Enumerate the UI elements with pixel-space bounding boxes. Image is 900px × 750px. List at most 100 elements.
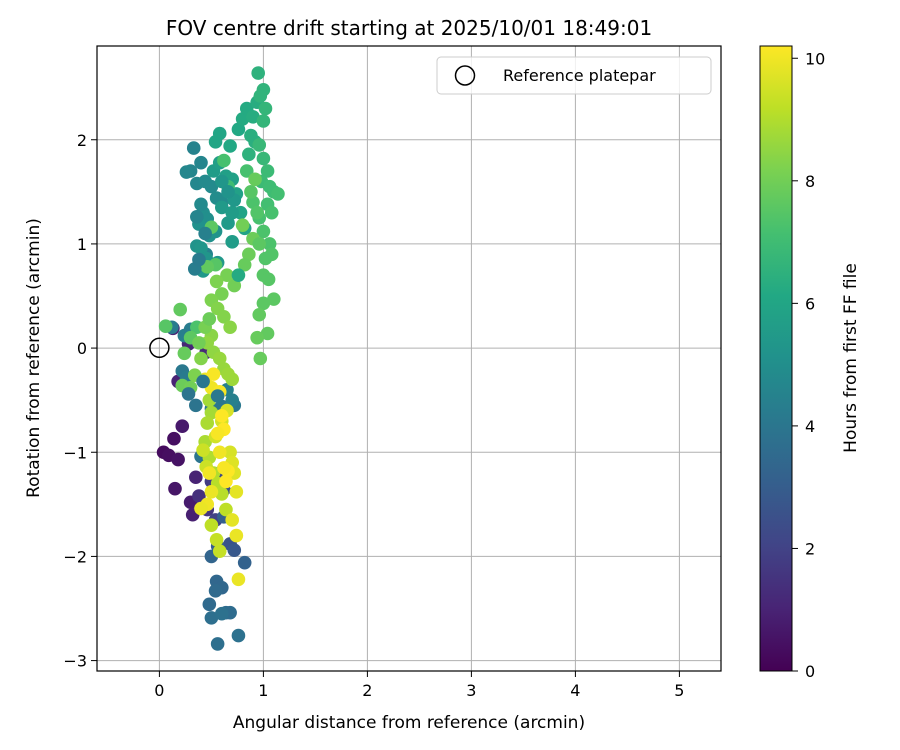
data-point [267,292,281,306]
data-point [219,502,233,517]
data-point [252,307,267,322]
data-point [223,139,237,153]
legend: Reference platepar [436,56,712,95]
data-point [217,153,231,168]
data-point [225,235,239,249]
data-point [204,485,219,499]
data-point [186,141,201,155]
data-point [258,101,273,116]
data-point [202,597,217,612]
data-point [244,185,258,199]
data-point [253,351,268,366]
data-point [215,487,229,501]
data-point [194,351,208,366]
data-point [225,205,239,220]
data-point [189,470,203,485]
data-point [227,543,242,557]
data-point [194,197,208,212]
y-tick-label: 2 [77,131,87,150]
data-point [167,431,181,446]
data-point [221,185,235,199]
data-point [246,195,260,210]
data-point [260,164,275,178]
data-point [231,268,246,282]
data-point [256,224,271,239]
data-point [256,151,271,166]
data-point [253,89,268,103]
data-point [260,326,275,341]
data-point [212,445,227,460]
data-point [171,452,185,467]
data-point [225,393,239,407]
y-tick-label: 0 [77,339,87,358]
data-point [202,312,217,326]
data-point [190,210,204,224]
data-point [235,112,250,126]
data-point [227,278,242,293]
data-point [217,461,231,475]
data-point [168,481,182,496]
x-tick-label: 5 [674,681,684,700]
y-tick-label: −3 [63,652,87,671]
data-point [242,247,256,262]
colorbar-tick-label: 0 [805,662,815,681]
data-point [237,555,252,570]
data-point [239,164,254,178]
data-point [250,205,264,220]
legend-entry-reference-platepar: Reference platepar [503,66,656,85]
colorbar: 0 2 4 6 8 10 Hours from first FF file [759,45,861,681]
data-point [194,155,208,170]
data-point [173,302,187,317]
data-point [192,336,206,350]
data-point [215,606,229,621]
data-point [206,367,221,381]
data-point [217,310,231,324]
data-point [221,216,235,230]
data-point [256,296,271,311]
data-point [196,374,210,389]
y-tick-label: 1 [77,235,87,254]
plot-frame [96,45,722,672]
x-axis-label: Angular distance from reference (arcmin) [233,713,585,733]
reference-platepar-marker [149,337,170,359]
data-point [252,138,267,152]
data-point [212,544,227,559]
x-tick-label: 1 [258,681,268,700]
data-point [231,628,246,643]
data-point [204,518,219,532]
x-tick-label: 3 [466,681,476,700]
data-point [237,257,252,272]
data-point [252,237,267,251]
data-point [194,501,208,516]
x-axis-ticks: 0 1 2 3 4 5 [154,671,684,700]
data-point [210,426,225,441]
colorbar-tick-label: 8 [805,172,815,191]
data-point [204,611,219,625]
colorbar-label: Hours from first FF file [841,263,861,453]
data-point [194,241,208,255]
x-tick-label: 2 [362,681,372,700]
data-point [212,351,227,366]
data-point [215,174,229,189]
data-point [210,389,225,403]
data-point [215,408,229,423]
data-point [177,346,192,361]
data-point [202,466,217,480]
data-point [158,319,173,334]
data-point [223,445,237,460]
data-point [204,405,219,420]
data-point [262,237,277,251]
chart-title: FOV centre drift starting at 2025/10/01 … [166,16,652,40]
colorbar-tick-label: 2 [805,539,815,558]
data-point [215,287,229,301]
data-point [175,419,190,434]
data-point [181,387,196,401]
data-point [229,485,244,499]
data-point [215,200,229,215]
data-point [198,226,212,241]
legend-box [436,56,712,95]
data-point [212,126,227,141]
grid-lines [97,46,721,671]
y-axis-label: Rotation from reference (arcmin) [24,218,44,498]
